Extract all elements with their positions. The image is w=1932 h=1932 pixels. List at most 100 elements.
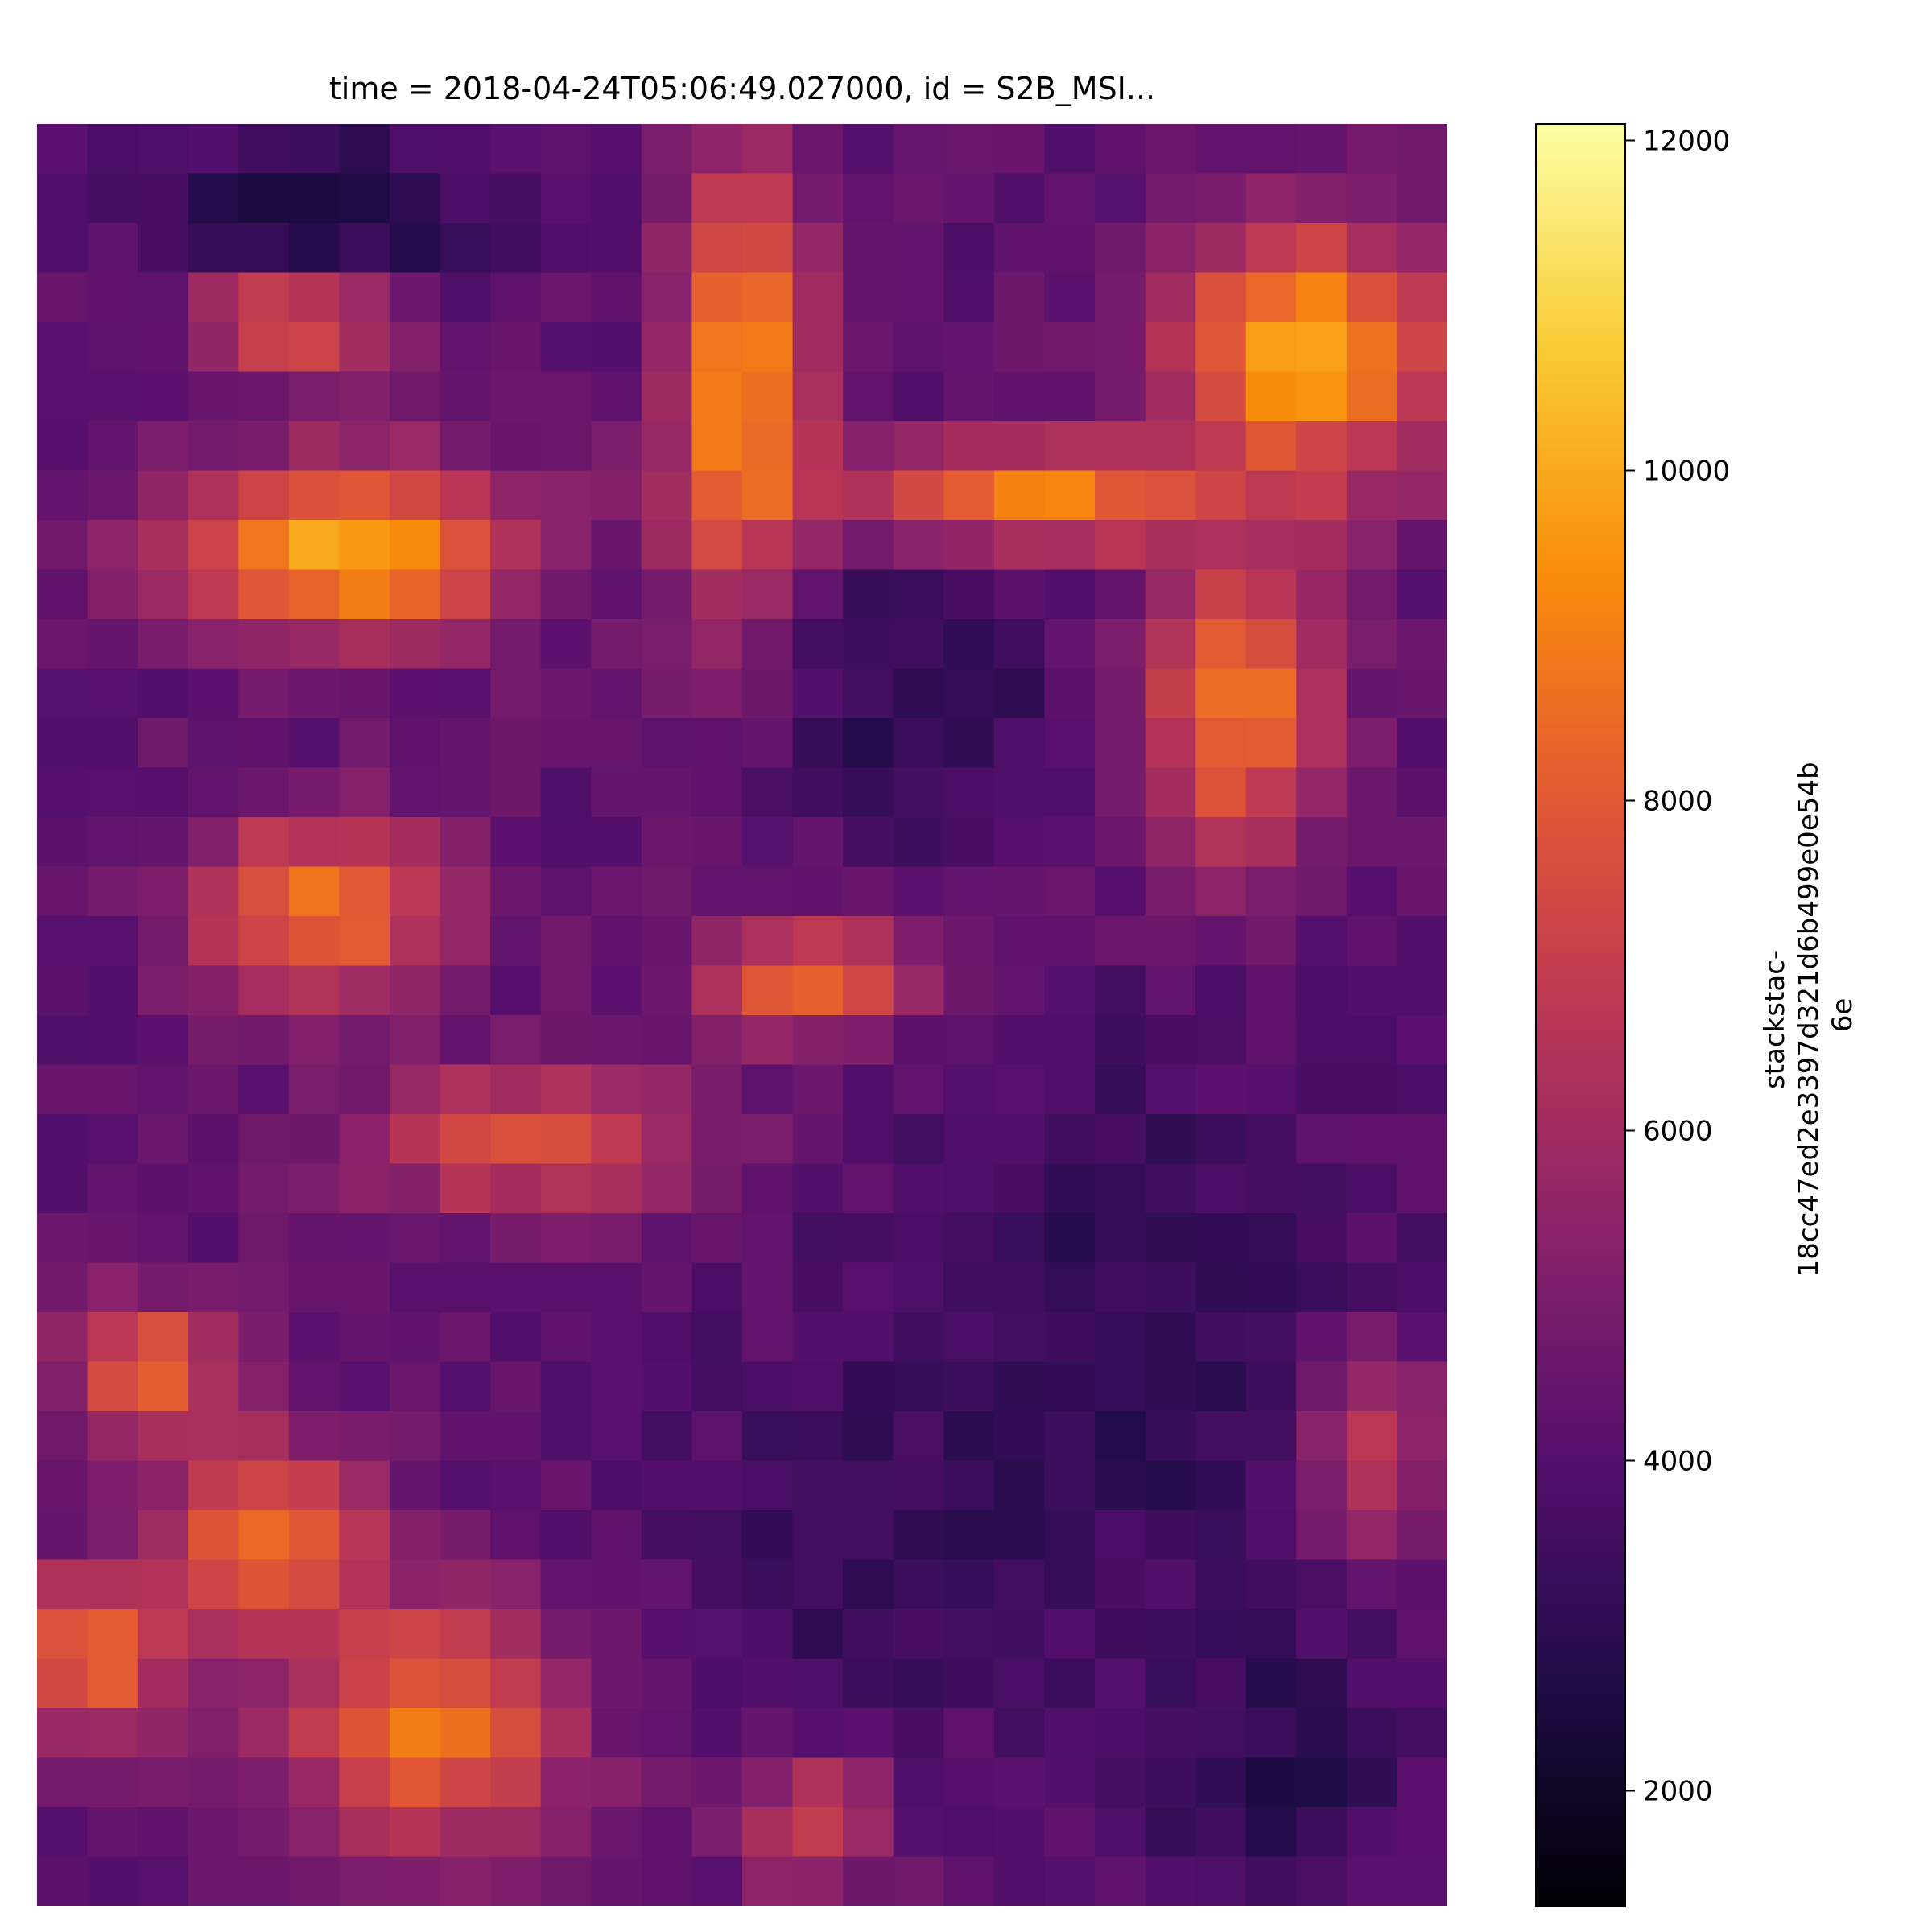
raster-cell (993, 1312, 1046, 1363)
raster-cell (993, 470, 1046, 521)
raster-cell (138, 470, 189, 521)
raster-cell (288, 1757, 341, 1808)
raster-cells (37, 124, 1447, 1906)
raster-cell (742, 569, 794, 620)
raster-cell (188, 272, 239, 323)
raster-cell (1346, 1064, 1398, 1115)
raster-cell (943, 1460, 995, 1511)
raster-cell (390, 421, 441, 472)
raster-cell (188, 173, 239, 224)
raster-cell (1346, 1510, 1398, 1561)
raster-cell (1145, 470, 1196, 521)
raster-cell (138, 421, 189, 472)
raster-cell (238, 1163, 290, 1214)
raster-cell (893, 1807, 944, 1858)
raster-cell (288, 1807, 341, 1858)
raster-cell (87, 1757, 138, 1808)
raster-cell (188, 569, 239, 620)
raster-cell (1296, 1559, 1348, 1610)
raster-cell (1245, 173, 1297, 224)
raster-image (37, 124, 1447, 1906)
raster-cell (1145, 1064, 1196, 1115)
raster-cell (1296, 1064, 1348, 1115)
raster-cell (742, 1163, 794, 1214)
raster-cell (742, 1757, 794, 1808)
raster-cell (390, 1658, 441, 1709)
raster-cell (591, 1411, 642, 1462)
raster-cell (893, 619, 944, 670)
raster-cell (943, 1807, 995, 1858)
raster-cell (540, 1559, 592, 1610)
raster-cell (339, 1460, 390, 1511)
raster-cell (540, 421, 592, 472)
raster-cell (641, 1262, 693, 1313)
raster-cell (843, 718, 894, 769)
raster-cell (339, 1262, 390, 1313)
raster-cell (490, 421, 542, 472)
raster-cell (993, 1559, 1046, 1610)
raster-cell (691, 1559, 743, 1610)
raster-cell (37, 421, 89, 472)
raster-cell (641, 866, 693, 917)
raster-cell (1044, 1015, 1096, 1066)
raster-cell (641, 767, 693, 818)
raster-cell (843, 619, 894, 670)
raster-cell (1245, 1312, 1297, 1363)
raster-cell (540, 1064, 592, 1115)
raster-cell (288, 1658, 341, 1709)
raster-cell (1397, 173, 1447, 224)
raster-cell (591, 817, 642, 868)
raster-cell (943, 965, 995, 1016)
raster-cell (1044, 916, 1096, 967)
raster-cell (1095, 817, 1146, 868)
raster-cell (339, 965, 390, 1016)
raster-cell (1397, 1708, 1447, 1759)
raster-cell (1346, 124, 1398, 175)
raster-cell (691, 1114, 743, 1165)
raster-cell (641, 1609, 693, 1660)
raster-cell (691, 223, 743, 274)
raster-cell (1346, 1262, 1398, 1313)
raster-cell (37, 1708, 89, 1759)
raster-cell (288, 1460, 341, 1511)
raster-cell (188, 817, 239, 868)
colorbar-tick-label: 4000 (1643, 1446, 1713, 1478)
raster-cell (893, 1213, 944, 1264)
raster-cell (1245, 1015, 1297, 1066)
raster-cell (339, 124, 390, 175)
raster-cell (238, 1559, 290, 1610)
raster-cell (742, 1658, 794, 1709)
raster-cell (843, 1312, 894, 1363)
raster-cell (1346, 718, 1398, 769)
raster-cell (893, 817, 944, 868)
raster-cell (188, 1708, 239, 1759)
raster-cell (691, 718, 743, 769)
raster-cell (742, 1262, 794, 1313)
raster-cell (1397, 124, 1447, 175)
raster-cell (943, 173, 995, 224)
raster-cell (288, 1015, 341, 1066)
raster-cell (1397, 767, 1447, 818)
raster-cell (188, 371, 239, 422)
raster-cell (138, 569, 189, 620)
raster-cell (1346, 322, 1398, 373)
raster-cell (993, 1213, 1046, 1264)
raster-cell (37, 470, 89, 521)
raster-cell (742, 322, 794, 373)
raster-cell (943, 569, 995, 620)
raster-cell (390, 1757, 441, 1808)
raster-cell (993, 272, 1046, 323)
raster-cell (943, 223, 995, 274)
raster-cell (591, 223, 642, 274)
raster-cell (339, 1312, 390, 1363)
raster-cell (188, 124, 239, 175)
raster-cell (188, 1559, 239, 1610)
raster-cell (893, 272, 944, 323)
raster-cell (490, 866, 542, 917)
raster-cell (591, 371, 642, 422)
raster-cell (792, 619, 844, 670)
raster-cell (1145, 718, 1196, 769)
raster-cell (1195, 272, 1247, 323)
raster-cell (1044, 1856, 1096, 1906)
raster-cell (993, 1460, 1046, 1511)
